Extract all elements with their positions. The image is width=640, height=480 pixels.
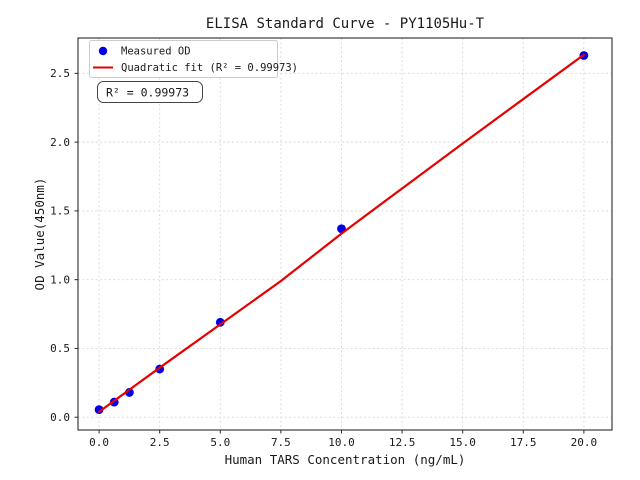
y-axis-label: OD Value(450nm) (32, 178, 47, 291)
x-tick-label: 17.5 (510, 436, 537, 449)
fit-line (97, 53, 585, 413)
data-point (94, 405, 104, 415)
y-tick-label: 0.0 (50, 411, 70, 424)
x-tick-label: 2.5 (150, 436, 170, 449)
y-tick-label: 1.5 (50, 205, 70, 218)
x-tick-label: 10.0 (328, 436, 355, 449)
axis-ticks: 0.0 2.5 5.0 7.5 10.0 12.5 15.0 17.5 20.0 0.0 0.5 1.… (50, 67, 597, 449)
chart-title: ELISA Standard Curve - PY1105Hu-T (206, 16, 485, 32)
legend-label-quadratic-fit: Quadratic fit (R² = 0.99973) (121, 62, 298, 74)
data-series (94, 51, 589, 415)
x-tick-label: 20.0 (571, 436, 598, 449)
y-tick-label: 2.5 (50, 67, 70, 80)
y-tick-label: 2.0 (50, 136, 70, 149)
r-squared-annotation-text: R² = 0.99973 (106, 86, 189, 100)
y-tick-label: 0.5 (50, 342, 70, 355)
x-tick-label: 0.0 (89, 436, 109, 449)
gridlines (78, 38, 612, 430)
x-axis-label: Human TARS Concentration (ng/mL) (225, 452, 466, 467)
y-tick-label: 1.0 (50, 273, 70, 286)
x-tick-label: 15.0 (449, 436, 476, 449)
legend-marker-measured-od (98, 46, 108, 56)
legend: Measured OD Quadratic fit (R² = 0.99973) (89, 40, 298, 78)
x-tick-label: 7.5 (271, 436, 291, 449)
legend-box (89, 40, 278, 78)
data-point (215, 317, 225, 327)
x-tick-label: 12.5 (389, 436, 416, 449)
legend-label-measured-od: Measured OD (121, 46, 191, 58)
r-squared-annotation: R² = 0.99973 (97, 81, 203, 103)
plot-area-frame (77, 37, 613, 431)
r-squared-annotation-box (97, 81, 203, 103)
x-tick-label: 5.0 (210, 436, 230, 449)
